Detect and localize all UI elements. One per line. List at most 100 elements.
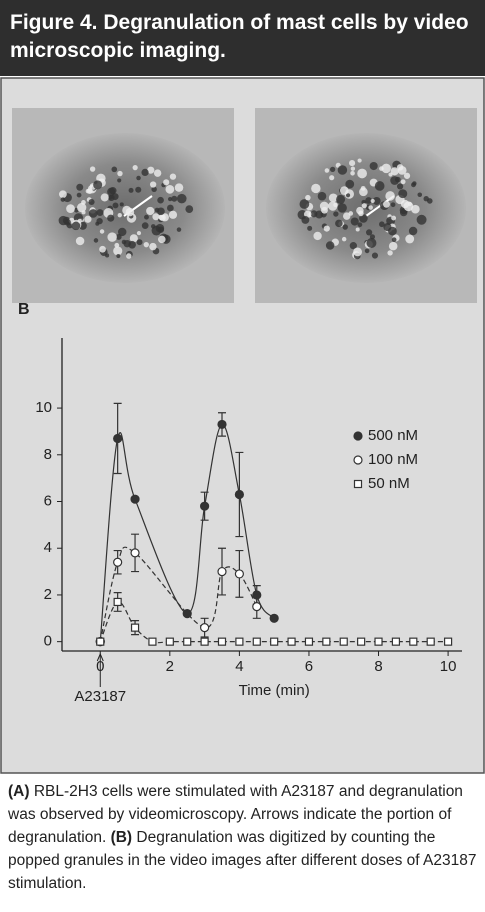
marker (252, 602, 262, 612)
granule (328, 193, 338, 203)
marker (148, 637, 157, 646)
granule (398, 189, 408, 199)
granule (417, 192, 423, 198)
granule (390, 176, 400, 185)
granule (388, 226, 397, 236)
granule (117, 227, 127, 237)
granule (112, 202, 119, 209)
marker (130, 494, 140, 504)
granule (121, 239, 127, 245)
granule (341, 236, 347, 242)
granule (58, 190, 67, 199)
marker (252, 637, 261, 646)
granule (147, 166, 155, 174)
granule (349, 242, 357, 250)
granule (365, 197, 373, 204)
granule (113, 246, 123, 256)
granule (305, 194, 311, 201)
legend-marker (353, 479, 363, 489)
granule (391, 215, 397, 221)
x-tick-label: 4 (235, 658, 243, 675)
marker (217, 637, 227, 646)
granule (381, 163, 392, 174)
annotation: A23187 (74, 688, 126, 705)
granule (356, 206, 364, 215)
granule (416, 214, 427, 225)
figure-title: Figure 4. Degranulation of mast cells by… (0, 0, 485, 76)
marker (217, 566, 227, 577)
granule (150, 224, 156, 229)
granule (153, 169, 162, 177)
granule (366, 229, 373, 236)
granule (336, 194, 346, 204)
granule (141, 222, 149, 229)
x-tick-label: 8 (374, 658, 382, 675)
granule (174, 183, 184, 192)
granule (111, 166, 118, 173)
marker (200, 637, 209, 646)
granule (168, 196, 173, 202)
granule (350, 166, 356, 171)
granule (321, 206, 328, 214)
granule (353, 247, 363, 257)
marker (200, 501, 210, 511)
granule (119, 202, 124, 207)
granule (348, 211, 354, 216)
granule (185, 205, 194, 214)
granule (355, 227, 360, 232)
granule (71, 221, 81, 231)
granule (88, 198, 95, 206)
granule (325, 241, 335, 250)
granule (132, 165, 138, 171)
granule (158, 235, 166, 244)
granule (84, 215, 92, 223)
granule (117, 178, 122, 183)
granule (154, 207, 160, 213)
granule (136, 239, 143, 246)
marker (443, 637, 453, 646)
granule (366, 238, 377, 248)
marker (182, 609, 192, 619)
granule (374, 181, 385, 191)
granule (357, 168, 367, 179)
granule (385, 191, 395, 201)
granule (427, 198, 433, 204)
granule (151, 186, 157, 193)
granule (155, 223, 165, 233)
marker (96, 637, 105, 646)
granule (350, 217, 359, 226)
granule (359, 214, 368, 223)
granule (115, 233, 122, 240)
granule (135, 186, 142, 193)
marker (130, 548, 140, 558)
granule (337, 165, 348, 175)
granule (165, 184, 175, 194)
marker (183, 637, 192, 646)
granule (128, 187, 134, 193)
granule (370, 198, 375, 204)
granule (400, 179, 406, 185)
granule (117, 170, 123, 177)
marker (287, 637, 296, 646)
granule (333, 211, 339, 217)
granule (125, 207, 135, 217)
granule (342, 224, 348, 230)
granule (408, 226, 418, 236)
granule (114, 242, 120, 248)
granule (311, 183, 321, 194)
granule (369, 161, 378, 171)
granule (411, 182, 416, 188)
annotation-arrowhead (96, 652, 104, 662)
granule (176, 193, 187, 204)
caption: (A) RBL-2H3 cells were stimulated with A… (8, 780, 478, 895)
granule (85, 188, 91, 194)
granule (88, 209, 98, 218)
marker (130, 623, 140, 632)
granule (89, 166, 96, 172)
caption-text: Degranulation was digitized by counting … (8, 829, 477, 892)
granule (388, 172, 393, 177)
granule (149, 181, 157, 188)
granule (383, 200, 390, 208)
granule (323, 225, 330, 232)
